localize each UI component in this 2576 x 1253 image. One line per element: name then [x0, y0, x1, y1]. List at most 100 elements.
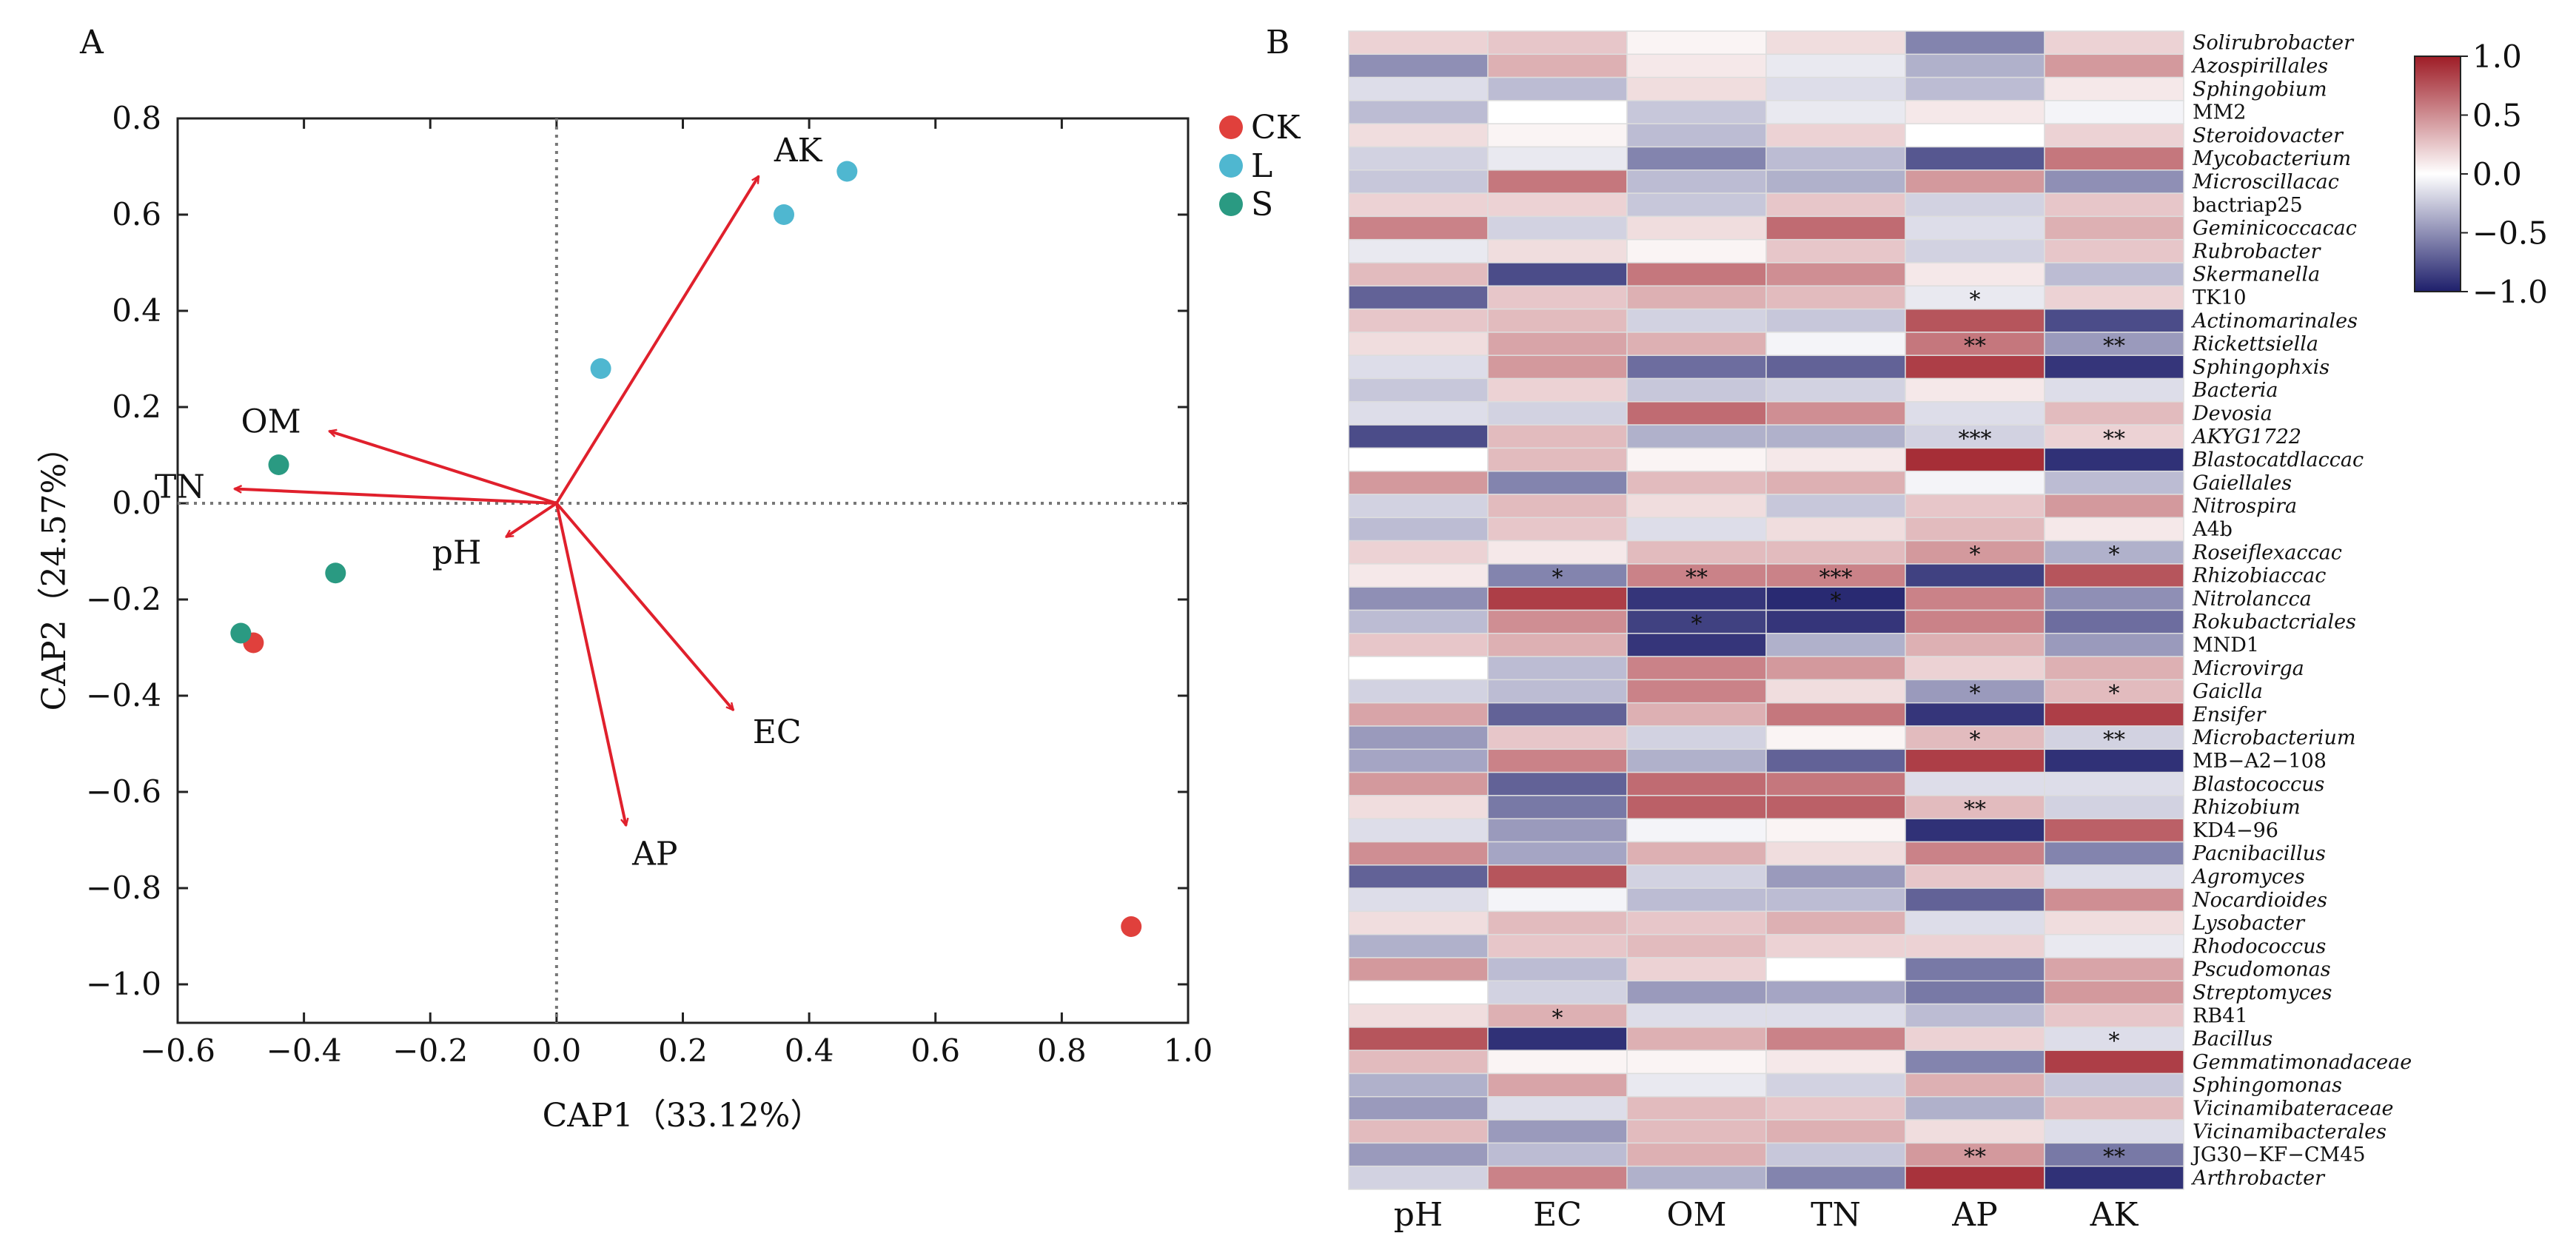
heatmap-cell: [1348, 76, 1489, 101]
panel-label-a: A: [79, 24, 104, 61]
heatmap-cell: [1626, 1003, 1767, 1028]
taxon-label: Actinomarinales: [2190, 309, 2358, 332]
x-tick-label: 0.4: [785, 1032, 834, 1069]
heatmap-cell: [1487, 355, 1628, 380]
y-tick-label: −0.4: [86, 677, 161, 713]
heatmap-cell: [1905, 377, 2045, 403]
heatmap-cell: [1487, 1072, 1628, 1098]
arrow-label-ak: AK: [774, 132, 823, 169]
heatmap-cell: [1348, 748, 1489, 773]
heatmap-cell: [1348, 864, 1489, 889]
taxon-label: Bacteria: [2192, 379, 2278, 402]
heatmap-cell: [1487, 169, 1628, 194]
heatmap-cell: [1765, 586, 1906, 611]
heatmap-cell: [1765, 633, 1906, 657]
heatmap-cell: [1765, 1142, 1906, 1167]
significance-marks: *** ***** *** ** ** ****** ** ******** **: [1552, 287, 2126, 1170]
heatmap-cell: [1905, 1119, 2045, 1144]
taxon-label: Devosia: [2192, 402, 2273, 425]
heatmap-cell: [1765, 238, 1906, 263]
heatmap-cell: [2044, 53, 2184, 78]
x-tick-label: 0.0: [531, 1032, 581, 1069]
heatmap-cell: [1626, 123, 1767, 148]
taxon-label: Azospirillales: [2190, 55, 2328, 78]
panel-label-b: B: [1266, 24, 1289, 61]
heatmap-cell: [1348, 447, 1489, 472]
heatmap-cell: [2044, 169, 2184, 194]
heatmap-cell: [1487, 192, 1628, 218]
taxon-label: Lysobacter: [2192, 912, 2306, 935]
heatmap-cell: [1765, 841, 1906, 866]
heatmap-cell: [2044, 238, 2184, 263]
heatmap-cell: [1626, 30, 1767, 56]
significance-mark: *: [1970, 287, 1981, 313]
taxon-label: RB41: [2193, 1004, 2248, 1027]
heatmap-cell: [1905, 679, 2045, 704]
heatmap-cell: [1765, 563, 1906, 588]
heatmap-cell: [2044, 377, 2184, 403]
arrow-tn: [235, 489, 557, 505]
heatmap-cell: [1487, 818, 1628, 843]
heatmap-cell: [1626, 401, 1767, 426]
significance-mark: *: [1970, 728, 1981, 753]
heatmap-cell: [1348, 424, 1489, 449]
heatmap-cell: [1626, 377, 1767, 403]
heatmap-cell: [1487, 609, 1628, 634]
heatmap-cell: [1626, 470, 1767, 495]
significance-mark: *: [2109, 1029, 2120, 1055]
heatmap-cell: [1348, 1165, 1489, 1190]
heatmap-cell: [1487, 679, 1628, 704]
heatmap-cell: [2044, 1142, 2184, 1167]
heatmap-cell: [1348, 1072, 1489, 1098]
colorbar-tick-label: −1.0: [2472, 274, 2548, 310]
heatmap-cell: [1765, 957, 1906, 982]
heatmap-cell: [1765, 494, 1906, 519]
heatmap-cell: [1487, 332, 1628, 356]
significance-mark: *: [1831, 588, 1842, 614]
heatmap-cell: [1487, 377, 1628, 403]
heatmap-cell: [1626, 1096, 1767, 1121]
point-l: [774, 204, 794, 225]
taxon-label: Rickettsiella: [2192, 333, 2318, 356]
heatmap-cell: [1626, 262, 1767, 287]
significance-mark: *: [2109, 681, 2120, 707]
heatmap-cell: [1487, 864, 1628, 889]
taxon-label: Microvirga: [2192, 657, 2304, 680]
taxon-label: Pacnibacillus: [2192, 842, 2326, 865]
heatmap-cell: [1905, 795, 2045, 819]
x-tick-label: −0.2: [392, 1032, 468, 1069]
heatmap-cell: [1626, 285, 1767, 310]
variable-label-om: OM: [1666, 1196, 1726, 1234]
heatmap-cell: [1765, 1003, 1906, 1028]
heatmap-cell: [1765, 401, 1906, 426]
heatmap-cell: [1905, 1072, 2045, 1098]
heatmap-cell: [1905, 725, 2045, 750]
heatmap-cell: [1626, 864, 1767, 889]
heatmap-cell: [1348, 517, 1489, 542]
arrow-label-ec: EC: [753, 713, 802, 751]
heatmap-cell: [1348, 262, 1489, 287]
taxon-label: Rhodococcus: [2192, 935, 2326, 958]
heatmap-cell: [1626, 818, 1767, 843]
heatmap-cell: [1626, 887, 1767, 913]
heatmap-cell: [1626, 540, 1767, 565]
heatmap-cell: [1348, 679, 1489, 704]
x-axis-title: CAP1（33.12%）: [543, 1097, 823, 1135]
heatmap-cell: [1626, 100, 1767, 124]
heatmap-cell: [1905, 100, 2045, 124]
heatmap-cell: [1905, 447, 2045, 472]
heatmap-cell: [2044, 795, 2184, 819]
taxon-label: Gaiellales: [2193, 471, 2292, 494]
colorbar-tick-label: −0.5: [2472, 215, 2548, 252]
heatmap-cell: [1765, 146, 1906, 171]
heatmap-cell: [1487, 123, 1628, 148]
heatmap-cell: [1765, 332, 1906, 356]
significance-mark: **: [1686, 565, 1708, 591]
heatmap-cell: [1348, 933, 1489, 958]
taxon-label: Nitrospira: [2192, 495, 2297, 518]
heatmap-cell: [1487, 215, 1628, 241]
heatmap-cell: [1348, 470, 1489, 495]
heatmap-cell: [1905, 123, 2045, 148]
x-tick-label: −0.6: [140, 1032, 215, 1069]
taxon-label: Ensifer: [2192, 703, 2267, 726]
